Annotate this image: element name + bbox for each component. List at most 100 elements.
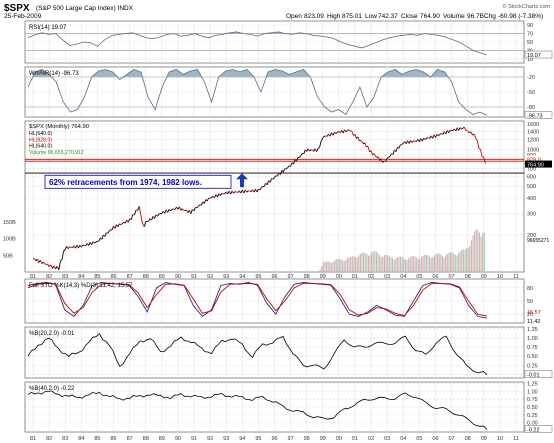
volume-bar [404, 259, 406, 272]
x-tick-label: 00 [336, 274, 342, 280]
stochastic-legend: Full STO %K(14,3) %D(3) 11.42, 15.57 [29, 283, 133, 289]
stochastic-series-line [27, 282, 488, 319]
x-tick-label: 94 [239, 274, 245, 280]
x-tick-label: 84 [78, 274, 84, 280]
price-tick-label: 700 [527, 166, 536, 172]
volume-bar [356, 257, 358, 272]
x-tick-label: 01 [352, 274, 358, 280]
price-segment [178, 206, 182, 211]
price-segment [44, 263, 47, 265]
volume-bar [393, 259, 395, 272]
price-tick-label: 1000 [527, 147, 539, 153]
x-tick-label: 83 [62, 274, 68, 280]
price-segment [240, 189, 243, 194]
pctb-20-tick-label: 0.50 [527, 354, 538, 360]
price-segment [377, 156, 381, 161]
volume-bar [400, 256, 402, 272]
pctb-20-tick-label: 0.25 [527, 363, 538, 369]
volume-bar [403, 258, 405, 272]
price-segment [481, 156, 484, 158]
price-tick-label: 200 [527, 233, 536, 239]
x-tick-label: 03 [384, 274, 390, 280]
price-segment [164, 209, 167, 214]
volume-bar [387, 255, 389, 272]
volume-bar [340, 259, 342, 272]
pctb-40-tick-label: 0.50 [527, 405, 538, 411]
price-segment [88, 241, 91, 246]
volume-bar [420, 256, 423, 272]
volume-bar [350, 257, 352, 272]
price-segment [438, 134, 441, 136]
price-segment [101, 234, 104, 240]
open-value: 823.09 [304, 13, 324, 20]
price-close-label: 764.90 [527, 163, 544, 169]
x-tick-label: 11 [513, 274, 519, 280]
price-segment [348, 129, 351, 132]
volume-bar [327, 261, 329, 272]
price-segment [459, 127, 462, 130]
volume-bar [441, 255, 444, 272]
price-segment [111, 225, 114, 230]
price-segment [181, 208, 184, 211]
volume-bar [430, 258, 432, 272]
volume-bar [383, 255, 386, 272]
volume-bar [321, 266, 323, 272]
price-segment [198, 204, 201, 207]
price-segment [203, 199, 207, 204]
price-segment [385, 157, 388, 162]
volume-bar [406, 260, 408, 272]
x-tick-label: 82 [46, 436, 52, 442]
volume-bar [371, 252, 373, 272]
pctb-40-line [27, 390, 488, 430]
price-segment [435, 134, 438, 138]
price-segment [63, 249, 66, 252]
x-tick-label: 91 [191, 274, 197, 280]
price-segment [243, 189, 246, 194]
x-tick-label: 06 [432, 436, 438, 442]
volume-bar [449, 252, 452, 272]
x-tick-label: 09 [481, 436, 487, 442]
volume-bar [324, 261, 326, 272]
price-segment [445, 130, 448, 135]
chg-value: -60.98 (-7.38%) [498, 13, 543, 20]
price-segment [354, 134, 357, 139]
x-tick-label: 89 [159, 436, 165, 442]
x-tick-label: 97 [288, 274, 294, 280]
price-segment [372, 153, 375, 156]
price-segment [107, 231, 110, 234]
price-segment [282, 168, 286, 173]
williams-tick-label: -50 [527, 90, 535, 96]
price-segment [39, 260, 43, 264]
volume-bar [437, 253, 439, 272]
price-segment [290, 162, 293, 167]
price-segment [465, 130, 468, 132]
volume-bar [453, 253, 455, 272]
chart-date: 25-Feb-2009 [4, 13, 42, 20]
price-segment [357, 136, 360, 141]
volume-bar [435, 254, 437, 272]
price-segment [461, 127, 464, 130]
x-tick-label: 05 [416, 436, 422, 442]
x-tick-label: 89 [159, 274, 165, 280]
pctb-20-last-box [524, 370, 553, 378]
price-tick-label: 1400 [527, 129, 539, 135]
volume-bar [348, 257, 350, 272]
price-segment [258, 188, 261, 191]
stochastic-last-label: 15.57 [527, 310, 541, 316]
price-segment [274, 175, 277, 178]
x-tick-label: 04 [400, 274, 406, 280]
price-segment [271, 178, 274, 180]
volume-bar [369, 255, 371, 272]
price-segment [190, 209, 193, 214]
price-segment [259, 187, 262, 191]
price-segment [108, 229, 111, 232]
volume-bar [329, 262, 331, 272]
pctb-40-tick-label: 1.00 [527, 389, 538, 395]
price-segment [141, 220, 144, 226]
price-segment [303, 149, 306, 155]
price-segment [370, 150, 373, 155]
volume-bar [424, 254, 426, 272]
price-segment [448, 129, 451, 134]
volume-bar [419, 258, 421, 272]
volume-bar [429, 256, 431, 272]
